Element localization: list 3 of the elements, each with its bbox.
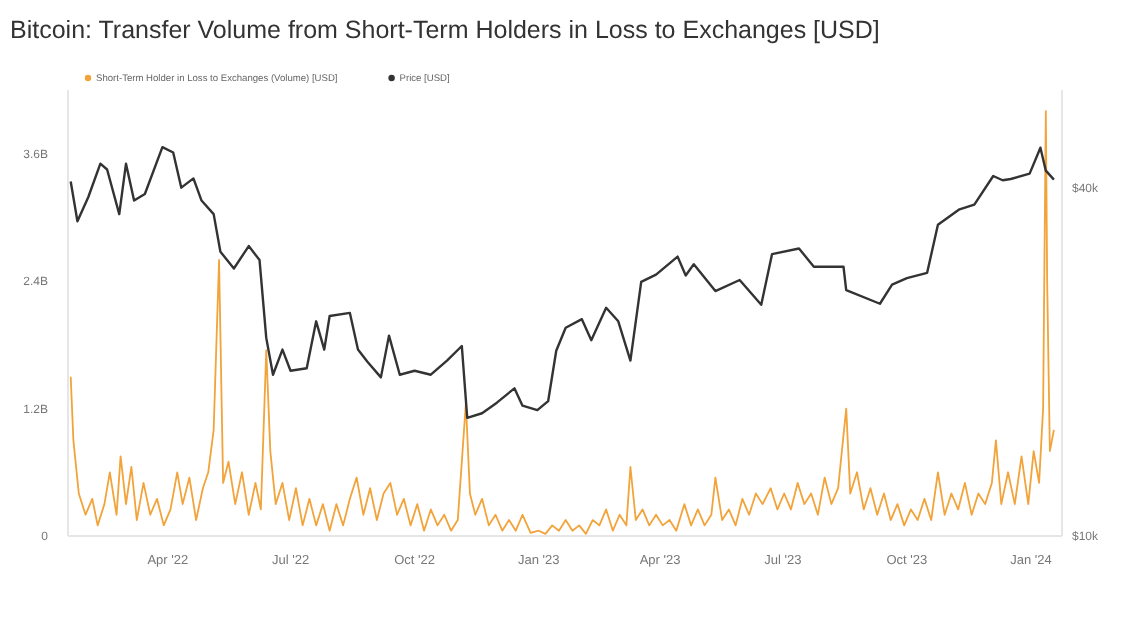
chart-title: Bitcoin: Transfer Volume from Short-Term Holders in Loss to Exchanges [USD] xyxy=(10,16,880,44)
line-series xyxy=(69,110,1055,535)
line-series xyxy=(69,145,1056,420)
